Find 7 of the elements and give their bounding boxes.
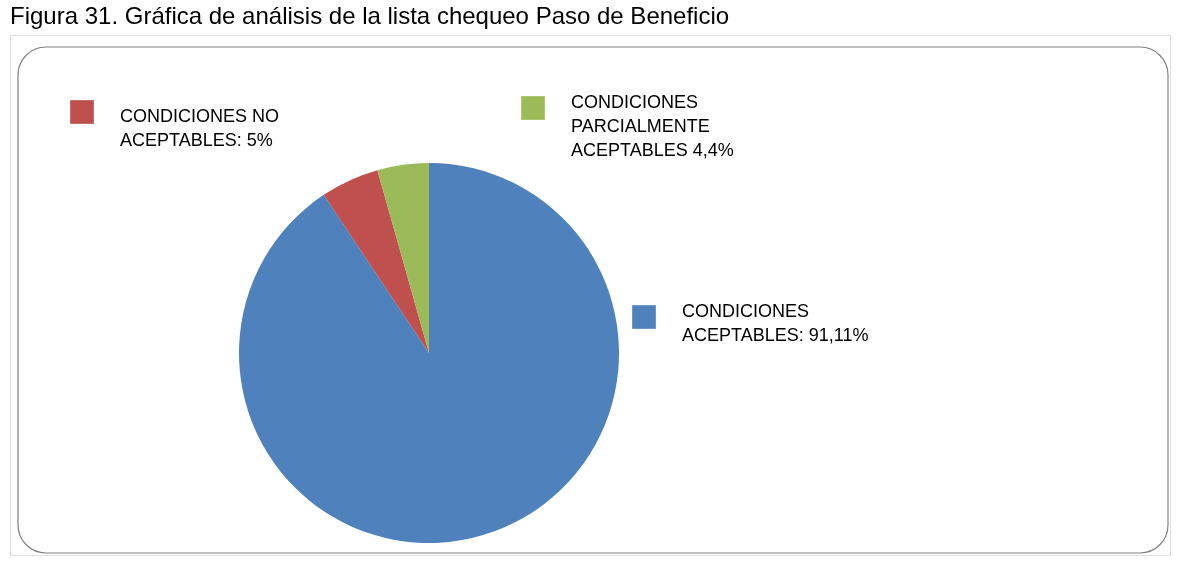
chart-title: Figura 31. Gráfica de análisis de la lista chequeo Paso de Beneficio — [10, 2, 730, 29]
legend-label: CONDICIONES ACEPTABLES: 91,11% — [682, 301, 869, 345]
legend-label: CONDICIONES PARCIALMENTE ACEPTABLES 4,4% — [571, 92, 734, 160]
legend-label: CONDICIONES NO ACEPTABLES: 5% — [120, 106, 280, 150]
pie-slice — [377, 163, 429, 353]
pie-slice — [323, 170, 429, 353]
pie-slice — [239, 163, 619, 543]
